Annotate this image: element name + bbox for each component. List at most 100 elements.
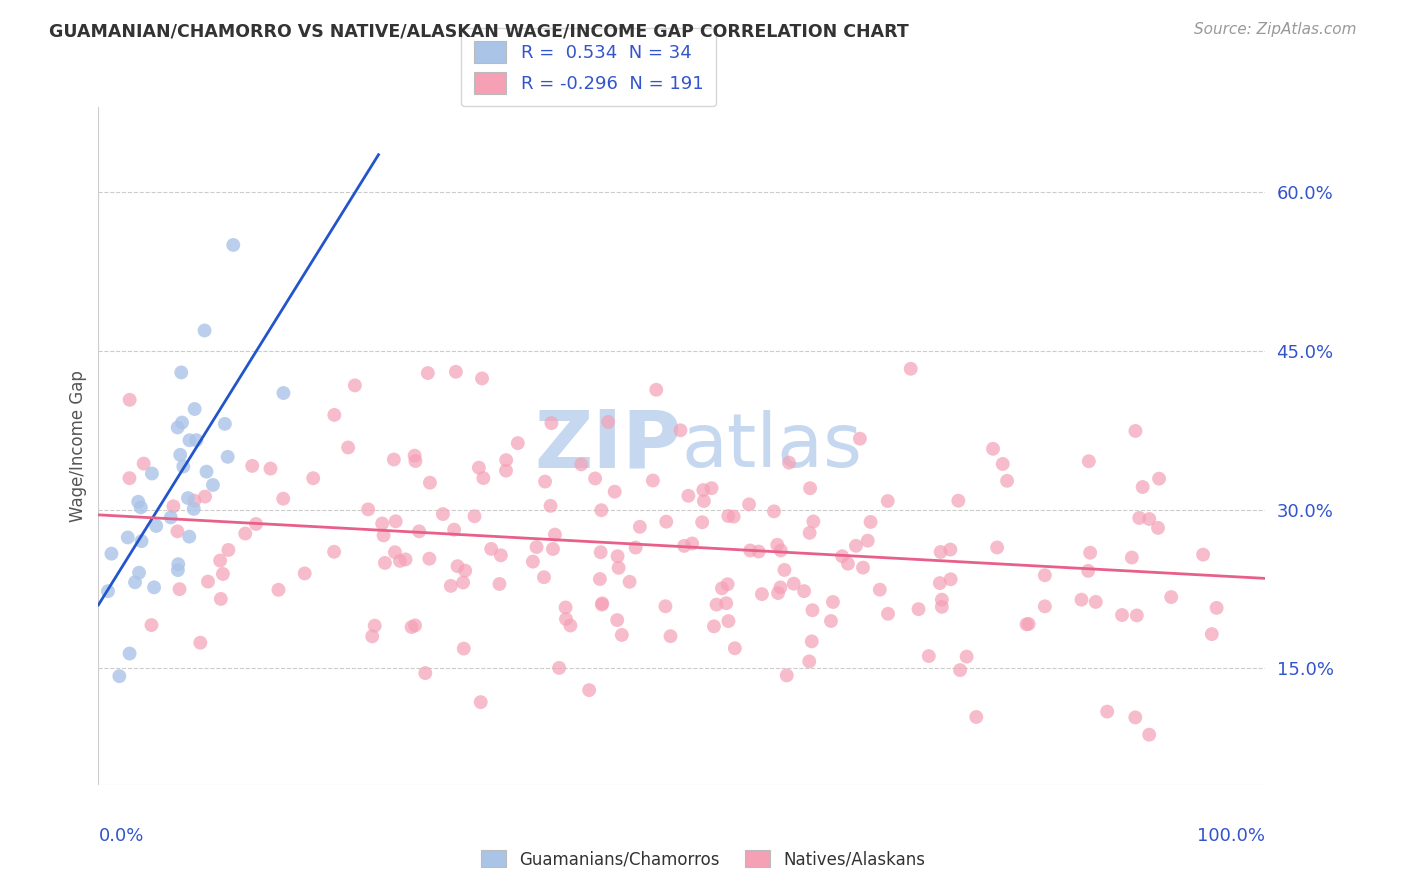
Point — [583, 471, 606, 485]
Point — [900, 361, 922, 376]
Point — [394, 552, 416, 566]
Point — [991, 457, 1014, 471]
Point — [710, 582, 733, 596]
Point — [172, 459, 194, 474]
Point — [995, 474, 1018, 488]
Text: ZIP: ZIP — [534, 407, 682, 485]
Point — [488, 577, 510, 591]
Point — [453, 641, 475, 656]
Point — [159, 510, 181, 524]
Point — [762, 504, 785, 518]
Point — [655, 515, 678, 529]
Point — [1147, 472, 1170, 486]
Point — [929, 545, 952, 559]
Point — [845, 539, 868, 553]
Point — [384, 514, 406, 528]
Point — [716, 596, 738, 610]
Point — [591, 503, 613, 517]
Point — [606, 613, 628, 627]
Legend: R =  0.534  N = 34, R = -0.296  N = 191: R = 0.534 N = 34, R = -0.296 N = 191 — [461, 28, 716, 106]
Point — [624, 541, 647, 555]
Point — [1205, 600, 1227, 615]
Point — [323, 545, 346, 559]
Point — [1015, 617, 1038, 632]
Point — [748, 544, 770, 558]
Point — [876, 494, 898, 508]
Point — [440, 579, 463, 593]
Point — [1137, 728, 1160, 742]
Point — [240, 458, 263, 473]
Point — [641, 474, 664, 488]
Point — [869, 582, 891, 597]
Point — [619, 574, 641, 589]
Y-axis label: Wage/Income Gap: Wage/Income Gap — [69, 370, 87, 522]
Point — [1137, 512, 1160, 526]
Point — [415, 666, 437, 681]
Point — [401, 620, 423, 634]
Point — [877, 607, 900, 621]
Point — [233, 526, 256, 541]
Point — [769, 581, 792, 595]
Text: 0.0%: 0.0% — [98, 828, 143, 846]
Point — [799, 654, 821, 668]
Point — [541, 541, 564, 556]
Point — [162, 500, 184, 514]
Point — [454, 564, 477, 578]
Point — [717, 614, 740, 628]
Point — [468, 460, 491, 475]
Point — [1201, 627, 1223, 641]
Point — [560, 618, 582, 632]
Point — [404, 618, 426, 632]
Point — [522, 555, 544, 569]
Point — [128, 566, 150, 580]
Point — [419, 475, 441, 490]
Point — [323, 408, 346, 422]
Point — [793, 584, 815, 599]
Point — [1126, 608, 1149, 623]
Point — [717, 509, 740, 524]
Point — [382, 452, 405, 467]
Point — [186, 434, 208, 448]
Point — [589, 545, 612, 559]
Point — [831, 549, 853, 564]
Point — [108, 669, 131, 683]
Point — [693, 494, 716, 508]
Point — [1121, 550, 1143, 565]
Text: 100.0%: 100.0% — [1198, 828, 1265, 846]
Point — [506, 436, 529, 450]
Point — [1084, 595, 1107, 609]
Point — [489, 549, 512, 563]
Point — [209, 591, 232, 606]
Text: GUAMANIAN/CHAMORRO VS NATIVE/ALASKAN WAGE/INCOME GAP CORRELATION CHART: GUAMANIAN/CHAMORRO VS NATIVE/ALASKAN WAG… — [49, 22, 908, 40]
Point — [127, 495, 149, 509]
Point — [141, 618, 163, 632]
Point — [591, 598, 613, 612]
Point — [495, 453, 517, 467]
Point — [554, 600, 576, 615]
Point — [692, 483, 714, 497]
Point — [606, 549, 628, 564]
Point — [628, 520, 651, 534]
Point — [659, 629, 682, 643]
Point — [1160, 590, 1182, 604]
Point — [245, 516, 267, 531]
Point — [273, 386, 295, 401]
Point — [849, 432, 872, 446]
Point — [1125, 424, 1147, 438]
Point — [118, 392, 141, 407]
Point — [1123, 710, 1146, 724]
Point — [799, 481, 821, 495]
Point — [444, 365, 467, 379]
Point — [117, 531, 139, 545]
Point — [373, 528, 395, 542]
Point — [690, 515, 713, 529]
Point — [167, 557, 190, 571]
Point — [1095, 705, 1118, 719]
Point — [188, 636, 211, 650]
Point — [195, 465, 218, 479]
Point — [193, 324, 215, 338]
Point — [603, 484, 626, 499]
Point — [337, 441, 360, 455]
Point — [132, 457, 155, 471]
Point — [166, 524, 188, 539]
